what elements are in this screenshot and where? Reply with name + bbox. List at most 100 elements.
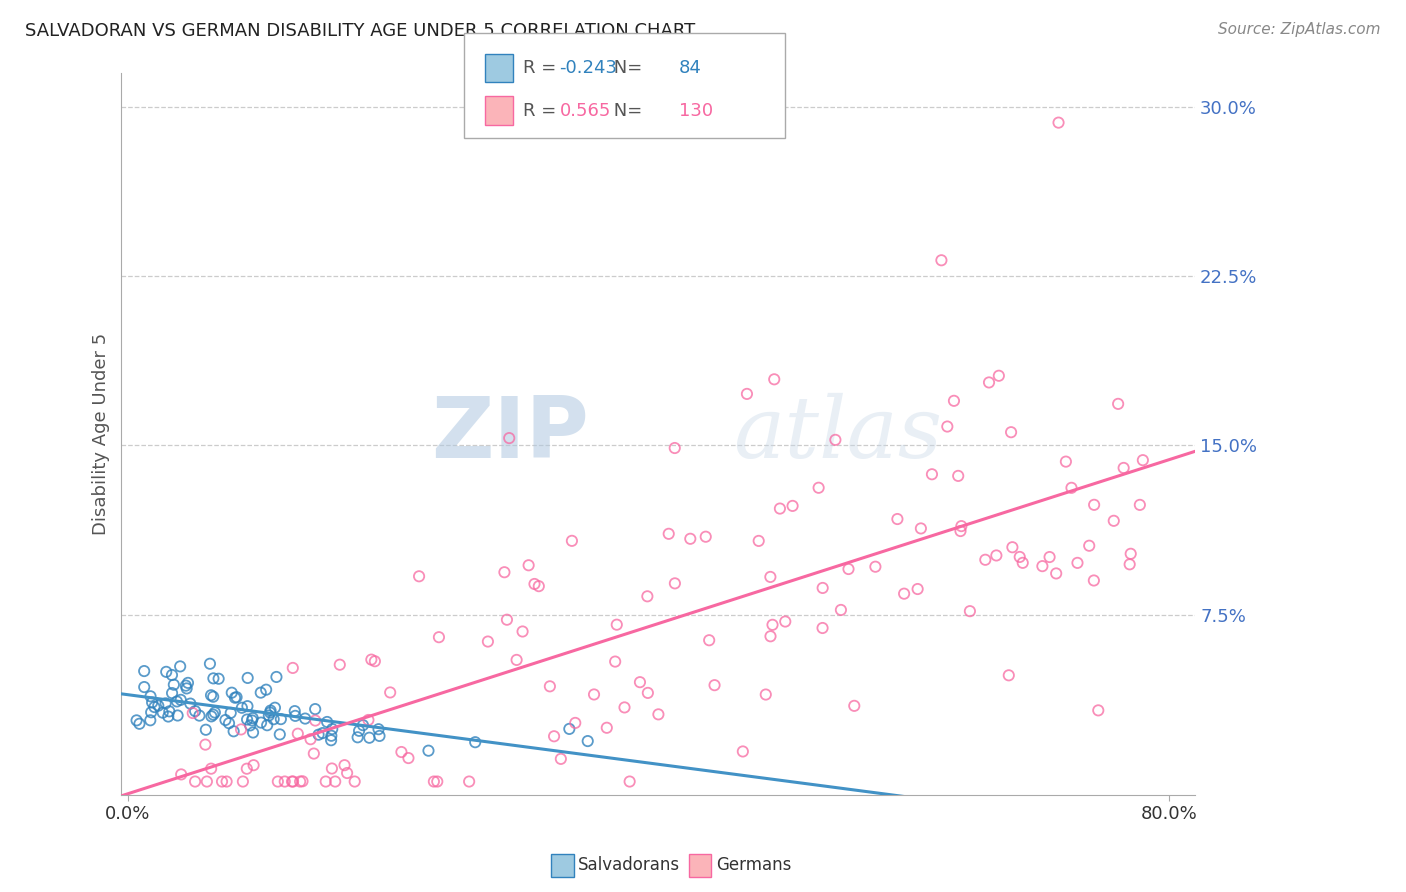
Point (477, 634, 499, 648)
Point (606, 617, 628, 632)
Point (427, 630, 450, 644)
Point (181, 706, 204, 720)
Text: Source: ZipAtlas.com: Source: ZipAtlas.com (1218, 22, 1381, 37)
Point (128, 716, 150, 731)
Point (1045, 566, 1067, 581)
Point (389, 745, 412, 759)
Point (824, 433, 846, 447)
Point (512, 624, 534, 639)
Point (148, 698, 170, 713)
Point (731, 744, 754, 758)
Point (1066, 556, 1088, 570)
Point (977, 376, 1000, 390)
Point (997, 668, 1019, 682)
Point (184, 774, 207, 789)
Point (236, 713, 259, 727)
Point (1001, 540, 1024, 554)
Point (1000, 425, 1022, 440)
Point (291, 774, 314, 789)
Point (259, 706, 281, 720)
Point (865, 559, 887, 574)
Point (974, 553, 997, 567)
Point (1038, 549, 1060, 564)
Point (194, 738, 217, 752)
Point (231, 700, 253, 714)
Point (759, 629, 782, 643)
Point (139, 713, 162, 727)
Y-axis label: Disability Age Under 5: Disability Age Under 5 (93, 333, 110, 535)
Point (496, 613, 519, 627)
Point (242, 758, 264, 772)
Point (257, 708, 280, 723)
Point (288, 774, 311, 789)
Point (558, 722, 581, 736)
Point (141, 696, 163, 710)
Point (155, 665, 177, 679)
Text: ZIP: ZIP (430, 392, 589, 475)
Point (844, 698, 866, 713)
Point (308, 728, 330, 742)
Point (986, 549, 1008, 563)
Point (1083, 574, 1105, 588)
Point (179, 697, 201, 711)
Point (619, 774, 641, 789)
Text: SALVADORAN VS GERMAN DISABILITY AGE UNDER 5 CORRELATION CHART: SALVADORAN VS GERMAN DISABILITY AGE UNDE… (25, 22, 696, 40)
Point (214, 713, 236, 727)
Point (664, 576, 686, 591)
Point (942, 393, 965, 408)
Point (830, 603, 852, 617)
Point (281, 661, 304, 675)
Point (194, 723, 217, 737)
Text: 130: 130 (679, 102, 713, 120)
Point (423, 774, 446, 789)
Point (1083, 498, 1105, 512)
Point (1078, 539, 1101, 553)
Text: R =          N=: R = N= (523, 102, 648, 120)
Point (910, 521, 932, 535)
Point (166, 708, 188, 723)
Point (284, 704, 307, 718)
Text: 84: 84 (679, 59, 702, 77)
Point (464, 735, 486, 749)
Point (281, 774, 304, 789)
Point (329, 657, 352, 672)
Point (564, 715, 586, 730)
Point (517, 558, 540, 573)
Point (202, 707, 225, 722)
Point (188, 708, 211, 723)
Point (1087, 703, 1109, 717)
Point (174, 679, 197, 693)
Text: 0.565: 0.565 (560, 102, 612, 120)
Point (166, 694, 188, 708)
Point (221, 686, 243, 700)
Point (458, 774, 481, 789)
Point (169, 659, 191, 673)
Point (249, 685, 271, 699)
Point (759, 570, 782, 584)
Point (170, 693, 193, 707)
Point (287, 727, 309, 741)
Point (294, 712, 316, 726)
Point (163, 678, 186, 692)
Point (811, 621, 834, 635)
Point (347, 723, 370, 738)
Point (380, 685, 402, 699)
Point (263, 712, 285, 726)
Point (321, 729, 343, 743)
Point (302, 747, 325, 761)
Point (236, 762, 259, 776)
Point (505, 653, 527, 667)
Point (697, 633, 720, 648)
Point (703, 678, 725, 692)
Text: -0.243: -0.243 (560, 59, 617, 77)
Point (1047, 115, 1070, 129)
Point (1107, 397, 1129, 411)
Point (264, 700, 287, 714)
Point (1031, 559, 1053, 574)
Text: Germans: Germans (716, 856, 792, 874)
Point (1011, 556, 1033, 570)
Point (1060, 481, 1083, 495)
Point (215, 774, 238, 789)
Point (695, 530, 717, 544)
Point (250, 715, 273, 730)
